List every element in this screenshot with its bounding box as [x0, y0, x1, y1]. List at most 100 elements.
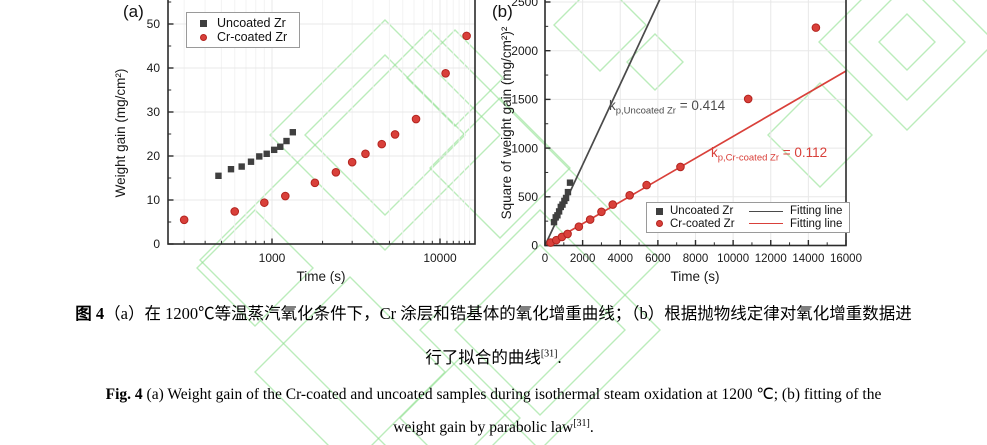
watermark-diamond: [399, 357, 521, 445]
data-point: [263, 150, 270, 157]
red-fit-line-sample-icon: [749, 223, 783, 225]
chart-b-axes: [544, 0, 847, 247]
panel-a-label: (a): [123, 2, 144, 21]
watermark-diamond: [269, 19, 501, 251]
kp-value: = 0.112: [779, 145, 828, 160]
caption-en-period: .: [589, 419, 594, 437]
svg-text:14000: 14000: [792, 253, 824, 265]
svg-text:Weight gain (mg/cm²): Weight gain (mg/cm²): [113, 69, 128, 198]
caption-cn-text: 行了拟合的曲线: [425, 348, 541, 367]
watermark-diamond: [878, 13, 936, 71]
svg-text:10: 10: [147, 193, 161, 207]
svg-text:50: 50: [147, 17, 161, 31]
caption-cn-line2: 行了拟合的曲线[31].: [0, 344, 987, 368]
data-point: [377, 139, 387, 149]
data-point: [281, 191, 290, 201]
data-point: [563, 229, 572, 239]
data-point: [811, 23, 821, 32]
data-point: [462, 31, 471, 41]
watermark-diamond: [199, 29, 661, 445]
legend-chart-a: Uncoated Zr Cr-coated Zr: [186, 12, 300, 48]
data-point: [215, 172, 222, 179]
svg-text:12000: 12000: [755, 253, 787, 265]
data-point: [230, 207, 240, 216]
legend-label-fitting-red: Fitting line: [790, 217, 843, 230]
legend-row-uncoated: Uncoated Zr Fitting line: [654, 205, 842, 218]
data-point: [585, 215, 595, 224]
data-point: [277, 143, 284, 150]
watermark-diamond: [419, 209, 661, 445]
data-point: [289, 129, 297, 136]
svg-text:500: 500: [518, 190, 538, 204]
svg-text:10000: 10000: [423, 251, 457, 265]
data-point: [238, 163, 245, 170]
svg-text:Square of weight gain (mg/cm²): Square of weight gain (mg/cm²)²: [499, 26, 514, 219]
legend-label-uncoated: Uncoated Zr: [670, 205, 734, 218]
legend-row-cr-coated: Cr-coated Zr: [196, 30, 290, 44]
svg-text:30: 30: [147, 105, 161, 119]
data-point: [310, 178, 320, 188]
svg-text:6000: 6000: [645, 253, 671, 265]
data-point: [574, 222, 584, 232]
kp-value: = 0.414: [675, 98, 726, 113]
watermark-diamond: [818, 0, 987, 131]
black-fit-line-sample-icon: [749, 210, 783, 212]
watermark-diamond: [196, 209, 314, 327]
data-point: [555, 208, 563, 215]
svg-text:1000: 1000: [511, 141, 538, 155]
legend-chart-b: Uncoated Zr Fitting line Cr-coated Zr Fi…: [646, 202, 851, 233]
data-point: [179, 215, 189, 225]
panel-b-label: (b): [492, 2, 513, 21]
legend-label-fitting-black: Fitting line: [790, 205, 843, 218]
data-point: [227, 166, 235, 173]
svg-text:0: 0: [531, 239, 538, 253]
data-point: [676, 162, 685, 172]
chart-a-axes: [167, 0, 476, 245]
cr-coated-circle-marker-icon: [656, 220, 663, 228]
svg-text:2000: 2000: [511, 44, 538, 58]
caption-cn-period: .: [557, 348, 562, 367]
legend-row-uncoated: Uncoated Zr: [196, 16, 290, 30]
svg-text:16000: 16000: [830, 253, 862, 265]
data-point: [642, 180, 651, 190]
data-point: [562, 194, 570, 202]
caption-en-text: (a) Weight gain of the Cr-coated and unc…: [142, 386, 882, 403]
data-point: [331, 167, 341, 177]
svg-text:Time (s): Time (s): [297, 269, 346, 284]
watermark-diamond: [454, 244, 626, 416]
chart-a-labels: 0 10 20 30 40 50 1000 10000 Time (s) Weight gain …: [113, 17, 457, 284]
svg-text:Time (s): Time (s): [671, 269, 720, 284]
svg-text:2500: 2500: [511, 0, 538, 9]
kp-symbol: k: [609, 98, 616, 113]
watermark-diamond: [254, 276, 446, 445]
data-point: [347, 157, 357, 167]
svg-text:1000: 1000: [259, 251, 286, 265]
svg-text:0: 0: [542, 253, 548, 265]
data-point: [247, 158, 255, 165]
kp-symbol: k: [711, 145, 718, 160]
data-point: [411, 114, 421, 124]
data-point: [566, 179, 574, 186]
legend-label-cr-coated: Cr-coated Zr: [670, 217, 735, 230]
svg-text:40: 40: [147, 61, 161, 75]
data-point: [559, 201, 566, 208]
data-point: [441, 68, 450, 78]
kp-subscript: p,Uncoated Zr: [615, 105, 676, 117]
uncoated-square-marker-icon: [656, 207, 663, 215]
chart-b-labels: 0 500 1000 1500 2000 2500 0 2000 4000 6000 8000 100…: [499, 0, 862, 284]
caption-cn-text: （a）在 1200℃等温蒸汽氧化条件下，Cr 涂层和锆基体的氧化增重曲线；（b）…: [104, 304, 912, 323]
data-point: [390, 130, 400, 139]
legend-row-cr-coated: Cr-coated Zr Fitting line: [654, 218, 842, 231]
chart-a-series-uncoated: [215, 129, 297, 179]
svg-text:1500: 1500: [511, 93, 538, 107]
data-point: [256, 153, 263, 160]
chart-b-series-uncoated: [550, 179, 574, 226]
svg-text:2000: 2000: [570, 253, 596, 265]
data-point: [608, 200, 618, 209]
chart-a-series-cr-coated: [179, 31, 471, 225]
data-point: [270, 146, 278, 154]
svg-text:4000: 4000: [607, 253, 633, 265]
caption-en-prefix: Fig. 4: [105, 386, 143, 403]
